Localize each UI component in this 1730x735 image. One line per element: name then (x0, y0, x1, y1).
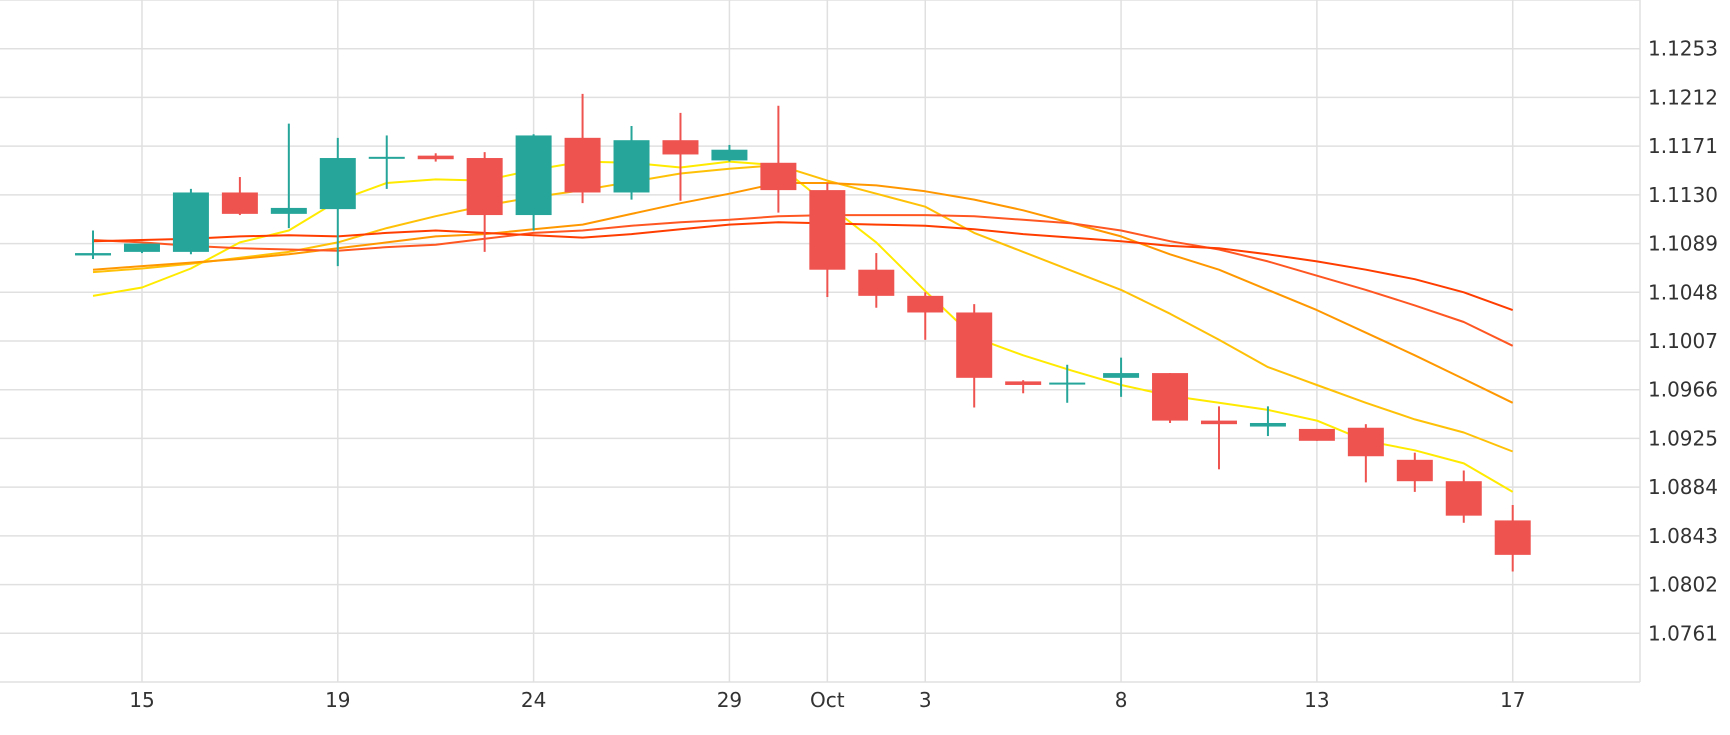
candle (956, 304, 993, 408)
candle-body (270, 207, 307, 214)
y-tick-label: 1.1171 (1648, 134, 1718, 158)
candle-body (1049, 382, 1086, 385)
candle (515, 134, 552, 231)
x-tick-label: 24 (521, 688, 546, 712)
moving-average-line-2 (92, 164, 1514, 453)
y-tick-label: 1.0925 (1648, 426, 1718, 450)
candle (858, 253, 895, 308)
x-tick-label: 3 (919, 688, 932, 712)
candle (1396, 452, 1433, 492)
candle (221, 177, 258, 216)
candle-body (564, 137, 601, 193)
candle (1200, 406, 1237, 470)
candle-body (123, 243, 160, 252)
candle-body (466, 158, 503, 216)
candle (1152, 373, 1189, 423)
candle-body (221, 192, 258, 214)
y-tick-label: 1.0802 (1648, 573, 1718, 597)
candle-body (1396, 459, 1433, 482)
candle-body (1494, 520, 1531, 555)
candle (417, 153, 454, 162)
x-tick-label: 13 (1304, 688, 1329, 712)
y-tick-label: 1.1253 (1648, 37, 1718, 61)
candle (613, 125, 650, 200)
candle (1103, 357, 1140, 397)
x-tick-label: 8 (1115, 688, 1128, 712)
candle-body (662, 140, 699, 155)
candle-body (907, 295, 944, 313)
y-tick-label: 1.0966 (1648, 378, 1718, 402)
candle-body (1152, 373, 1189, 421)
candle (1347, 424, 1384, 483)
x-tick-label: Oct (810, 688, 845, 712)
candle (662, 112, 699, 201)
candle (907, 292, 944, 340)
candles (75, 93, 1531, 572)
candle (711, 144, 748, 162)
y-tick-label: 1.1048 (1648, 280, 1718, 304)
candle-body (1249, 422, 1286, 427)
candle-body (1298, 428, 1335, 441)
candle-body (1347, 427, 1384, 457)
y-tick-label: 1.1007 (1648, 329, 1718, 353)
x-tick-label: 17 (1500, 688, 1525, 712)
candle-body (172, 192, 209, 252)
candle-body (1445, 481, 1482, 516)
candle (466, 152, 503, 252)
candle-body (75, 253, 112, 256)
candle-body (368, 156, 405, 159)
candle (319, 137, 356, 267)
moving-average-line-5 (92, 221, 1514, 312)
candle (172, 188, 209, 255)
horizontal-gridlines (0, 0, 1640, 683)
candle-body (319, 158, 356, 210)
candle (1005, 380, 1042, 394)
candle (1049, 364, 1086, 403)
candle-body (515, 135, 552, 216)
candle-body (711, 149, 748, 161)
y-tick-label: 1.0761 (1648, 621, 1718, 645)
y-tick-label: 1.1130 (1648, 183, 1718, 207)
y-tick-label: 1.0843 (1648, 524, 1718, 548)
y-tick-label: 1.1089 (1648, 232, 1718, 256)
candle-body (1200, 420, 1237, 425)
candle (123, 243, 160, 254)
candle (1445, 470, 1482, 523)
candle (270, 123, 307, 229)
candle-body (1005, 381, 1042, 385)
moving-average-line-4 (92, 214, 1514, 347)
x-tick-label: 29 (717, 688, 742, 712)
y-tick-label: 1.0884 (1648, 475, 1718, 499)
x-axis-labels: 15 19 24 29 Oct 3 8 13 17 (129, 688, 1525, 712)
y-tick-label: 1.1212 (1648, 85, 1718, 109)
candle (368, 135, 405, 189)
candle (760, 105, 797, 213)
candle (1494, 504, 1531, 572)
candle-body (613, 140, 650, 193)
candle (809, 182, 846, 298)
candle (1249, 406, 1286, 437)
candle-body (858, 269, 895, 296)
candle (564, 93, 601, 204)
candle (75, 230, 112, 260)
x-tick-label: 15 (129, 688, 154, 712)
candle-body (1103, 373, 1140, 378)
x-tick-label: 19 (325, 688, 350, 712)
candle-body (956, 312, 993, 378)
moving-average-line-3 (92, 182, 1514, 404)
candle-body (809, 190, 846, 270)
candle-body (417, 155, 454, 160)
candle-body (760, 162, 797, 191)
y-axis-labels: 1.0761 1.0802 1.0843 1.0884 1.0925 1.0966 1.10… (1648, 37, 1718, 646)
candle (1298, 428, 1335, 441)
